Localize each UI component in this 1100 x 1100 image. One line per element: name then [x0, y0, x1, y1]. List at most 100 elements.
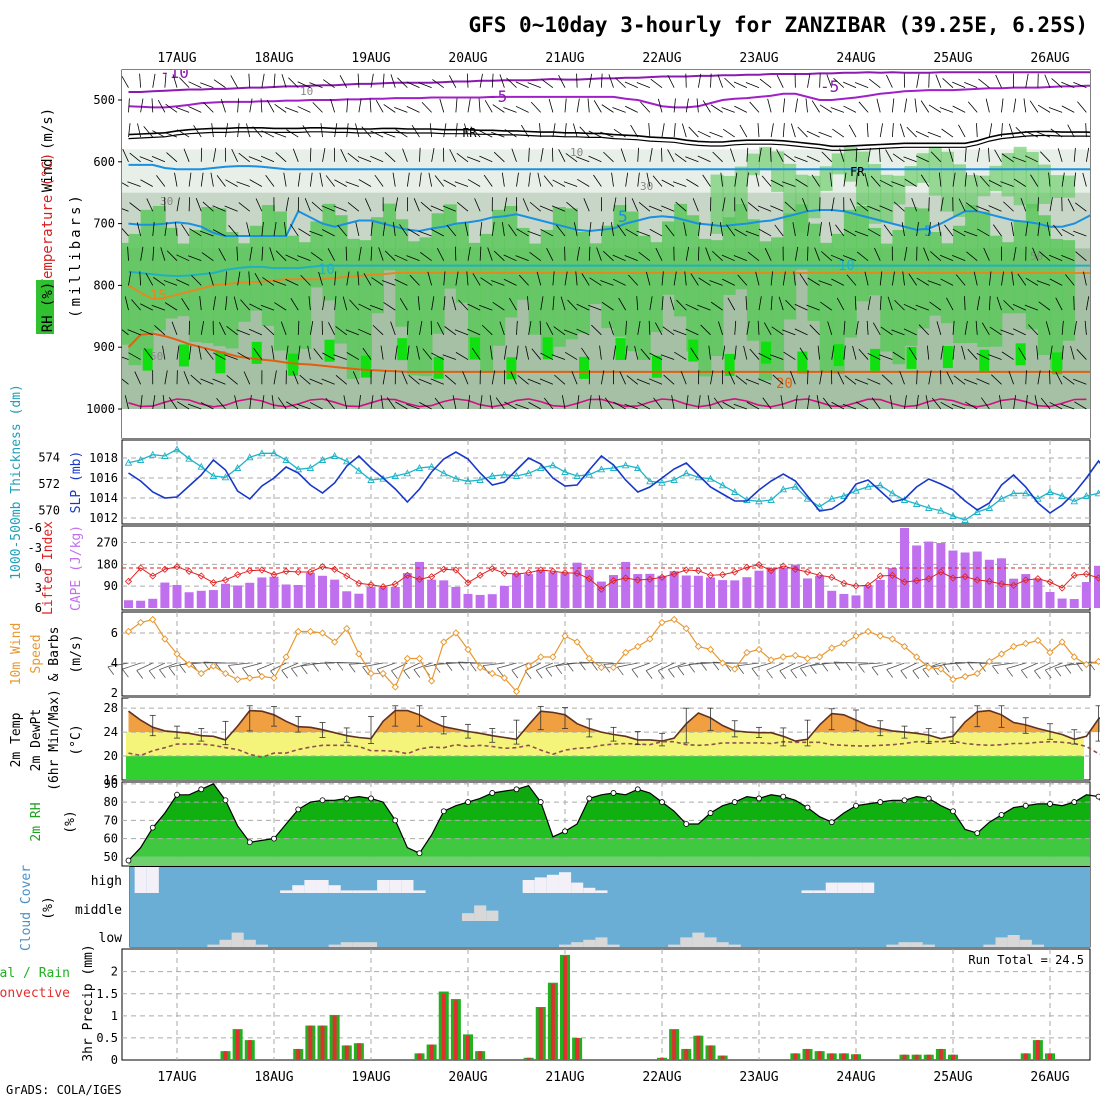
- cape-bar: [948, 550, 958, 608]
- wind-barb: [406, 81, 420, 89]
- contour-label: 10: [300, 85, 313, 98]
- li-marker: [682, 566, 690, 574]
- wind-barb: [128, 352, 141, 360]
- wind-barb: [143, 126, 154, 138]
- wind-barb: [806, 304, 820, 311]
- thickness-marker: [391, 472, 400, 479]
- rh-upper-band: [965, 174, 979, 209]
- wind-barb: [555, 224, 566, 237]
- wind-barb: [394, 345, 398, 360]
- cape-ylabel-cape: CAPE (J/kg): [69, 525, 84, 611]
- wind-barb: [843, 320, 846, 335]
- wind-barb: [361, 126, 372, 138]
- wind-barb: [325, 175, 335, 187]
- wind-barb: [668, 662, 687, 670]
- wind-barb: [181, 224, 190, 237]
- wind-barb: [256, 662, 275, 671]
- wind-barb: [322, 296, 326, 311]
- wind-barb: [516, 320, 518, 335]
- wind-barb: [673, 329, 687, 336]
- wind-barb: [522, 198, 529, 212]
- wind-barb: [1045, 321, 1051, 335]
- wind-barb: [807, 395, 810, 410]
- li-marker: [900, 578, 909, 586]
- wind-barb: [879, 205, 893, 212]
- wind-barb: [213, 79, 226, 88]
- cape-bar: [621, 561, 631, 608]
- wind-barb: [455, 271, 459, 286]
- wind-barb: [617, 662, 638, 668]
- wind-barb: [563, 329, 578, 336]
- thickness-marker: [852, 486, 860, 494]
- wind-speed-marker: [973, 669, 981, 678]
- wind-barb: [370, 73, 374, 88]
- wind-barb: [654, 322, 663, 336]
- wind-barb: [600, 131, 614, 138]
- wind-barb: [615, 77, 626, 88]
- wind-barb: [1061, 228, 1075, 237]
- temp-tick: 20: [104, 749, 118, 763]
- wind-barb: [162, 345, 166, 360]
- wind-barb: [369, 304, 384, 311]
- wind-barb: [552, 179, 566, 187]
- wind-barb: [281, 662, 299, 671]
- thickness-tick: 574: [38, 450, 60, 464]
- temp-ylabel-units: (°C): [69, 724, 84, 755]
- wind-barb: [992, 662, 1014, 667]
- li-marker: [803, 568, 812, 576]
- wind-barb: [779, 662, 796, 672]
- thickness-marker: [767, 496, 775, 503]
- wind-barb: [751, 662, 772, 669]
- rh-moist-band: [298, 242, 312, 349]
- thickness-marker: [840, 492, 848, 499]
- cloud-cell-low: [243, 939, 256, 947]
- wind-barb: [409, 274, 420, 286]
- wind-barb: [817, 345, 821, 360]
- wind-barb: [878, 147, 881, 162]
- wind-barb: [297, 403, 311, 410]
- wind-barb: [166, 250, 178, 261]
- wind-barb: [309, 378, 323, 385]
- wind-barb: [455, 98, 458, 113]
- wind-barb: [224, 354, 238, 360]
- rh-moist-band: [771, 237, 785, 371]
- bottom-date-label: 26AUG: [1030, 1070, 1069, 1085]
- wind-barb: [297, 255, 311, 262]
- rh-moist-band: [552, 207, 566, 347]
- wind-barb-flag: [579, 661, 586, 671]
- wind-barb: [757, 205, 772, 212]
- wind-barb: [322, 352, 335, 360]
- wind-barb: [516, 172, 519, 187]
- wind-barb: [148, 662, 166, 672]
- wind-barb: [661, 296, 664, 311]
- wind-barb: [335, 375, 348, 385]
- wind-barb: [321, 378, 335, 385]
- wind-barb: [844, 375, 857, 385]
- wind-barb: [1011, 271, 1015, 286]
- wind-barb: [273, 73, 276, 88]
- wind-barb: [381, 280, 396, 286]
- wind-barb: [122, 329, 129, 336]
- cloud-ylabel-units: (%): [41, 896, 56, 919]
- wind-barb: [728, 371, 736, 385]
- cape-bar: [390, 586, 400, 608]
- wind-barb: [491, 131, 505, 138]
- precip-tick: 2: [111, 965, 118, 979]
- wind-barb: [612, 278, 626, 286]
- wind-barb: [610, 222, 614, 237]
- wind-barb-flag: [1006, 668, 1014, 677]
- wind-barb: [596, 247, 602, 261]
- wind-barb: [248, 271, 251, 286]
- contour-label: 30: [160, 195, 173, 208]
- wind-barb: [1001, 153, 1014, 163]
- wind-barb: [564, 351, 578, 360]
- wind-barb: [682, 123, 687, 138]
- rh-moist-band: [662, 221, 675, 295]
- wind-barb: [683, 222, 687, 237]
- wind-barb: [1032, 247, 1039, 261]
- rh-moist-band: [868, 227, 882, 296]
- rh-upper-band: [1013, 146, 1027, 206]
- wind-barb: [162, 395, 166, 410]
- wind-barb: [280, 321, 287, 335]
- rh-band: [128, 820, 1090, 839]
